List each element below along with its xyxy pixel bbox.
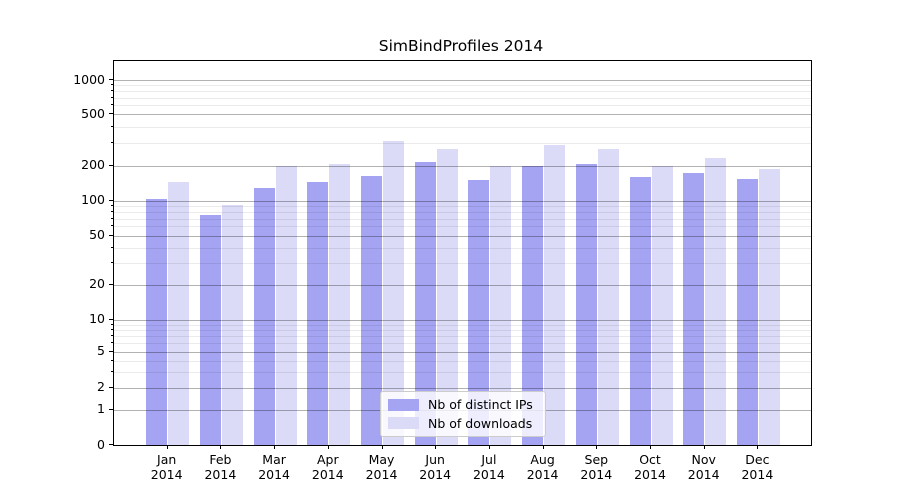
plot-area: Nb of distinct IPs Nb of downloads bbox=[113, 60, 812, 446]
x-tick-sep bbox=[596, 445, 598, 449]
bar-distinct-ips-may bbox=[361, 176, 382, 445]
x-tick-label-dec: Dec 2014 bbox=[741, 452, 774, 482]
legend-swatch-downloads bbox=[388, 417, 419, 430]
y-minor-tick-9 bbox=[110, 323, 113, 325]
bar-downloads-jul bbox=[490, 166, 512, 445]
legend-swatch-distinct-ips bbox=[388, 398, 419, 411]
bar-downloads-mar bbox=[275, 165, 297, 445]
x-tick-label-aug: Aug 2014 bbox=[526, 452, 559, 482]
x-tick-label-oct: Oct 2014 bbox=[634, 452, 666, 482]
bar-distinct-ips-dec bbox=[736, 178, 758, 445]
legend-label-downloads: Nb of downloads bbox=[428, 415, 533, 431]
y-minor-tick-80 bbox=[110, 210, 113, 212]
bar-downloads-oct bbox=[651, 166, 673, 445]
bar-downloads-feb bbox=[221, 204, 243, 445]
bar-distinct-ips-oct bbox=[629, 177, 651, 445]
x-tick-label-jan: Jan 2014 bbox=[150, 452, 183, 482]
y-tick-label-50: 50 bbox=[89, 227, 105, 243]
bar-distinct-ips-jul bbox=[468, 180, 490, 445]
y-tick-1 bbox=[109, 408, 113, 410]
y-tick-label-20: 20 bbox=[89, 276, 105, 292]
bar-distinct-ips-sep bbox=[575, 164, 597, 445]
x-tick-jul bbox=[488, 445, 490, 449]
x-tick-feb bbox=[220, 445, 222, 449]
y-tick-label-0: 0 bbox=[97, 436, 105, 452]
y-tick-label-100: 100 bbox=[81, 192, 105, 207]
x-tick-aug bbox=[542, 445, 544, 449]
bar-downloads-apr bbox=[329, 164, 351, 445]
bars-layer bbox=[114, 61, 811, 445]
y-tick-200 bbox=[109, 164, 113, 166]
y-minor-tick-70 bbox=[110, 217, 113, 219]
x-tick-mar bbox=[274, 445, 276, 449]
y-minor-tick-40 bbox=[110, 246, 113, 248]
x-tick-nov bbox=[703, 445, 705, 449]
bar-distinct-ips-nov bbox=[683, 173, 705, 445]
bar-downloads-aug bbox=[544, 144, 566, 445]
y-tick-label-1: 1 bbox=[97, 401, 105, 417]
bar-downloads-dec bbox=[758, 168, 780, 445]
y-tick-0 bbox=[109, 444, 113, 445]
y-minor-tick-6 bbox=[110, 342, 113, 344]
x-tick-may bbox=[381, 445, 383, 449]
bar-distinct-ips-jan bbox=[146, 198, 168, 445]
x-tick-oct bbox=[650, 445, 651, 449]
x-tick-label-jun: Jun 2014 bbox=[419, 452, 452, 482]
y-minor-tick-90 bbox=[110, 204, 113, 206]
bar-distinct-ips-aug bbox=[522, 165, 544, 445]
legend-item-downloads: Nb of downloads bbox=[388, 416, 538, 431]
y-tick-label-200: 200 bbox=[81, 157, 105, 173]
bar-downloads-nov bbox=[705, 157, 727, 445]
y-minor-tick-300 bbox=[110, 141, 113, 143]
x-tick-jun bbox=[435, 445, 437, 449]
bar-distinct-ips-feb bbox=[199, 215, 221, 445]
y-minor-tick-8 bbox=[110, 329, 113, 331]
y-tick-label-2: 2 bbox=[97, 379, 105, 395]
legend-item-distinct-ips: Nb of distinct IPs bbox=[388, 397, 538, 412]
bar-downloads-may bbox=[383, 141, 404, 445]
x-tick-label-feb: Feb 2014 bbox=[204, 452, 237, 482]
x-tick-label-mar: Mar 2014 bbox=[258, 452, 290, 482]
y-tick-10 bbox=[109, 318, 113, 320]
y-minor-tick-30 bbox=[110, 262, 113, 264]
y-minor-tick-800 bbox=[110, 90, 113, 92]
y-minor-tick-4 bbox=[110, 359, 113, 361]
y-minor-tick-400 bbox=[110, 125, 113, 127]
y-tick-label-1000: 1000 bbox=[73, 71, 105, 87]
y-tick-2 bbox=[109, 386, 113, 388]
y-tick-20 bbox=[109, 283, 113, 285]
x-tick-label-nov: Nov 2014 bbox=[687, 452, 720, 482]
x-tick-label-apr: Apr 2014 bbox=[311, 452, 344, 482]
legend-label-distinct-ips: Nb of distinct IPs bbox=[428, 397, 533, 413]
y-minor-tick-600 bbox=[110, 104, 113, 106]
legend: Nb of distinct IPs Nb of downloads bbox=[380, 391, 546, 437]
y-tick-500 bbox=[109, 113, 113, 115]
bar-downloads-sep bbox=[597, 148, 619, 445]
y-tick-1000 bbox=[109, 79, 113, 80]
bar-downloads-jan bbox=[168, 181, 190, 445]
x-tick-jan bbox=[166, 445, 168, 449]
chart-title: SimBindProfiles 2014 bbox=[378, 37, 544, 55]
y-minor-tick-900 bbox=[110, 84, 113, 86]
y-tick-label-500: 500 bbox=[81, 105, 105, 121]
x-tick-dec bbox=[757, 445, 759, 449]
y-minor-tick-7 bbox=[110, 335, 113, 337]
y-minor-tick-700 bbox=[110, 96, 113, 98]
x-tick-label-sep: Sep 2014 bbox=[580, 452, 613, 482]
y-minor-tick-3 bbox=[110, 370, 113, 372]
bar-distinct-ips-apr bbox=[307, 181, 329, 445]
y-tick-50 bbox=[109, 234, 113, 236]
x-tick-label-may: May 2014 bbox=[365, 452, 398, 482]
y-tick-label-5: 5 bbox=[97, 343, 105, 359]
bar-distinct-ips-jun bbox=[414, 161, 436, 445]
y-tick-label-10: 10 bbox=[89, 311, 105, 327]
x-tick-label-jul: Jul 2014 bbox=[472, 452, 505, 482]
bar-distinct-ips-mar bbox=[253, 188, 275, 445]
x-tick-apr bbox=[327, 445, 329, 449]
y-minor-tick-60 bbox=[110, 225, 113, 227]
y-tick-5 bbox=[109, 350, 113, 352]
y-tick-100 bbox=[109, 199, 113, 201]
bar-downloads-jun bbox=[436, 148, 458, 445]
